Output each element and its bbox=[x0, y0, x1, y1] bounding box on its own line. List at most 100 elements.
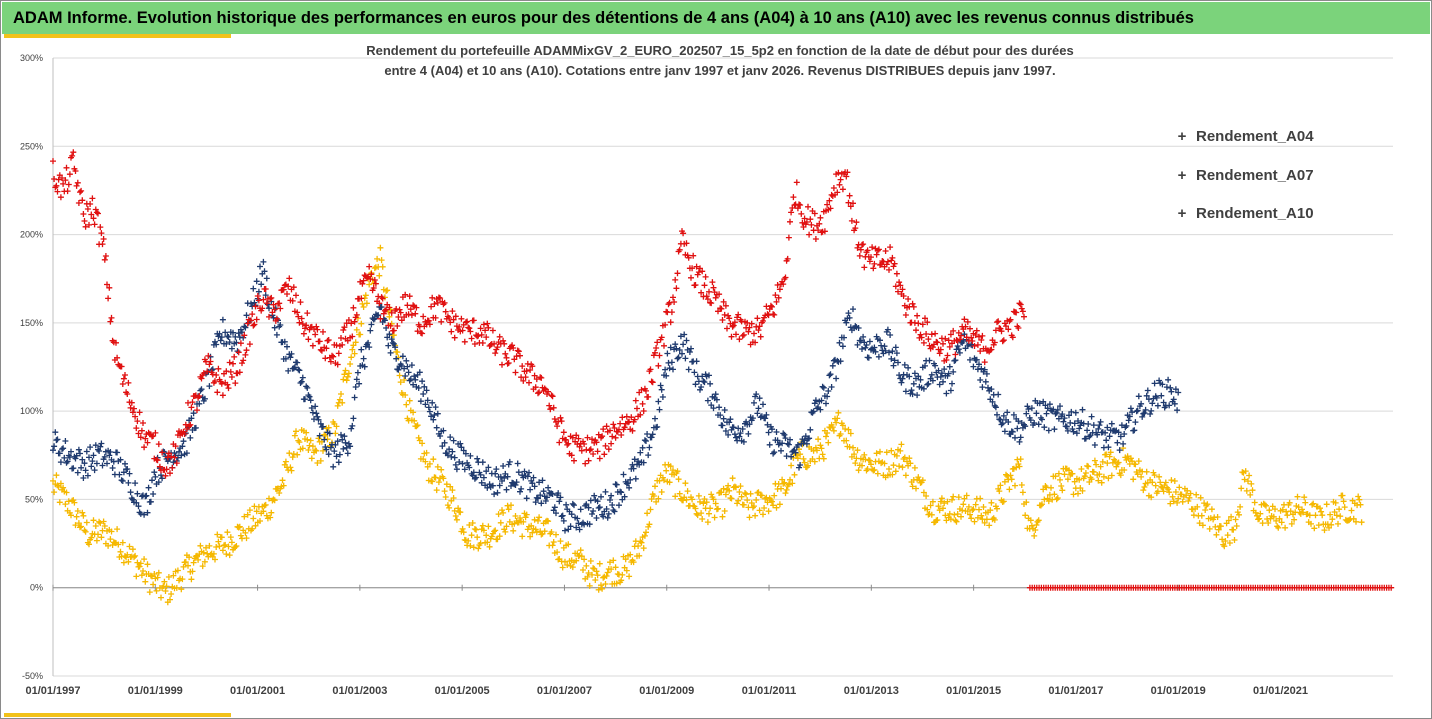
point-rendement-a04 bbox=[661, 477, 667, 484]
point-rendement-a04 bbox=[1140, 487, 1147, 494]
point-rendement-a10 bbox=[113, 339, 119, 346]
point-rendement-a04 bbox=[835, 409, 842, 416]
point-rendement-a10 bbox=[173, 460, 180, 467]
point-rendement-a07 bbox=[1096, 422, 1103, 429]
point-rendement-a10 bbox=[972, 332, 979, 338]
point-rendement-a07 bbox=[973, 356, 980, 363]
point-rendement-a04 bbox=[1183, 492, 1190, 499]
point-rendement-a07 bbox=[847, 324, 854, 331]
point-rendement-a10 bbox=[350, 304, 357, 311]
point-rendement-a04 bbox=[154, 574, 161, 581]
point-rendement-a07 bbox=[170, 459, 177, 466]
point-rendement-a04 bbox=[710, 496, 717, 503]
point-rendement-a04 bbox=[1311, 525, 1318, 532]
point-rendement-a10 bbox=[377, 315, 384, 322]
point-rendement-a04 bbox=[1234, 509, 1241, 516]
point-rendement-a04 bbox=[1348, 507, 1355, 514]
point-rendement-a07 bbox=[155, 479, 162, 486]
point-rendement-a10 bbox=[967, 325, 973, 332]
x-tick-label: 01/01/2015 bbox=[946, 685, 1001, 697]
point-rendement-a10 bbox=[236, 369, 243, 376]
point-rendement-a07 bbox=[769, 426, 775, 433]
point-rendement-a04 bbox=[1103, 451, 1110, 458]
point-rendement-a10 bbox=[934, 339, 941, 346]
point-rendement-a04 bbox=[403, 401, 410, 408]
point-rendement-a04 bbox=[124, 551, 131, 558]
point-rendement-a07 bbox=[1024, 403, 1031, 410]
point-rendement-a04 bbox=[764, 499, 771, 506]
point-rendement-a04 bbox=[747, 490, 754, 497]
point-rendement-a07 bbox=[1063, 423, 1070, 430]
point-rendement-a07 bbox=[937, 373, 944, 380]
point-rendement-a04 bbox=[98, 534, 105, 541]
point-rendement-a04 bbox=[459, 525, 466, 532]
point-rendement-a07 bbox=[512, 482, 519, 488]
point-rendement-a10 bbox=[956, 336, 963, 343]
point-rendement-a10 bbox=[603, 423, 610, 430]
point-rendement-a07 bbox=[152, 473, 159, 480]
point-rendement-a10 bbox=[503, 354, 510, 361]
point-rendement-a07 bbox=[637, 449, 644, 456]
point-rendement-a04 bbox=[734, 500, 741, 507]
point-rendement-a10 bbox=[335, 350, 342, 357]
point-rendement-a04 bbox=[1134, 471, 1141, 478]
point-rendement-a07 bbox=[381, 317, 388, 324]
point-rendement-a04 bbox=[288, 467, 295, 474]
point-rendement-a04 bbox=[1169, 493, 1176, 500]
point-rendement-a10 bbox=[874, 247, 881, 254]
point-rendement-a04 bbox=[1106, 453, 1113, 460]
point-rendement-a10 bbox=[674, 270, 681, 277]
point-rendement-a10 bbox=[235, 349, 242, 356]
point-rendement-a10 bbox=[999, 338, 1006, 345]
point-rendement-a10 bbox=[167, 470, 173, 477]
point-rendement-a04 bbox=[396, 372, 403, 379]
point-rendement-a10 bbox=[769, 303, 775, 310]
point-rendement-a04 bbox=[182, 559, 189, 565]
point-rendement-a07 bbox=[419, 378, 426, 385]
point-rendement-a10 bbox=[185, 399, 191, 406]
point-rendement-a07 bbox=[807, 426, 814, 433]
point-rendement-a04 bbox=[871, 466, 878, 473]
point-rendement-a04 bbox=[371, 265, 378, 272]
point-rendement-a04 bbox=[1228, 513, 1235, 520]
point-rendement-a07 bbox=[881, 343, 888, 350]
point-rendement-a04 bbox=[800, 455, 807, 462]
point-rendement-a04 bbox=[746, 514, 753, 521]
point-rendement-a07 bbox=[187, 434, 194, 441]
point-rendement-a04 bbox=[250, 515, 257, 522]
point-rendement-a04 bbox=[825, 439, 832, 446]
point-rendement-a04 bbox=[1166, 489, 1173, 496]
point-rendement-a07 bbox=[1094, 431, 1101, 438]
point-rendement-a10 bbox=[900, 293, 907, 299]
point-rendement-a04 bbox=[583, 562, 590, 569]
point-rendement-a10 bbox=[937, 346, 944, 353]
point-rendement-a07 bbox=[803, 440, 810, 447]
point-rendement-a07 bbox=[890, 362, 897, 369]
point-rendement-a10 bbox=[710, 284, 717, 291]
point-rendement-a07 bbox=[1044, 405, 1051, 412]
point-rendement-a04 bbox=[485, 523, 492, 530]
point-rendement-a07 bbox=[434, 410, 441, 417]
point-rendement-a04 bbox=[562, 558, 568, 565]
point-rendement-a07 bbox=[70, 465, 77, 472]
point-rendement-a07 bbox=[1084, 427, 1091, 434]
point-rendement-a04 bbox=[866, 457, 873, 464]
point-rendement-a04 bbox=[744, 497, 751, 504]
point-rendement-a04 bbox=[257, 518, 263, 524]
point-rendement-a04 bbox=[500, 509, 507, 516]
point-rendement-a07 bbox=[882, 347, 889, 354]
point-rendement-a04 bbox=[224, 529, 231, 536]
point-rendement-a04 bbox=[683, 496, 690, 503]
point-rendement-a04 bbox=[77, 524, 83, 531]
point-rendement-a07 bbox=[230, 329, 236, 336]
point-rendement-a07 bbox=[514, 460, 521, 467]
point-rendement-a04 bbox=[607, 559, 613, 566]
point-rendement-a04 bbox=[460, 529, 467, 536]
point-rendement-a07 bbox=[801, 437, 808, 444]
point-rendement-a07 bbox=[806, 435, 813, 442]
point-rendement-a10 bbox=[50, 158, 56, 165]
point-rendement-a10 bbox=[550, 404, 557, 411]
point-rendement-a04 bbox=[178, 586, 185, 593]
point-rendement-a07 bbox=[342, 439, 349, 446]
point-rendement-a10 bbox=[214, 389, 221, 396]
